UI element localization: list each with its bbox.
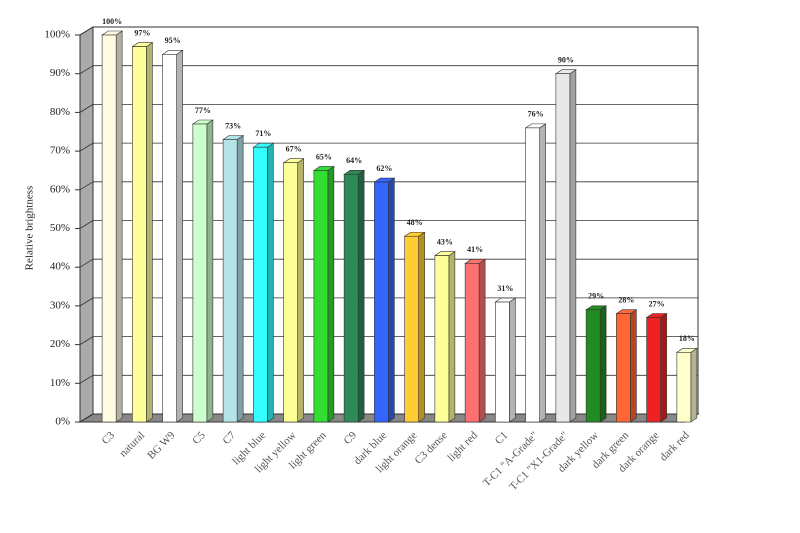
bar — [525, 127, 540, 423]
bar-side — [388, 177, 395, 423]
y-tick-label: 10% — [50, 377, 70, 389]
bar-side — [418, 231, 425, 423]
y-tick-label: 90% — [50, 67, 70, 79]
bar — [283, 162, 298, 423]
bar — [253, 146, 268, 423]
y-tick-label: 70% — [50, 145, 70, 157]
bar — [404, 235, 419, 423]
bar — [646, 317, 661, 423]
bar — [132, 46, 147, 423]
y-tick-label: 80% — [50, 106, 70, 118]
grid-line-side — [79, 65, 94, 75]
bar-side — [357, 169, 365, 423]
value-label: 18% — [679, 334, 695, 343]
bar-side — [478, 258, 486, 423]
y-tick-label: 100% — [44, 29, 70, 41]
bar-side — [660, 312, 667, 423]
bar — [495, 301, 510, 423]
bar-side — [599, 305, 607, 423]
value-label: 31% — [497, 284, 513, 293]
bar-side — [206, 119, 214, 423]
value-label: 65% — [316, 152, 332, 161]
x-tick-label: dark red — [658, 429, 693, 464]
y-tick-label: 60% — [50, 183, 70, 195]
y-tick-label: 0% — [55, 416, 70, 428]
grid-line-side — [79, 297, 94, 307]
grid-line-side — [79, 142, 94, 152]
bar-side — [146, 42, 153, 423]
value-label: 28% — [618, 295, 634, 304]
x-tick-label: light red — [445, 429, 480, 464]
y-tick-label: 50% — [50, 222, 70, 234]
bar — [374, 181, 389, 423]
bar — [343, 174, 359, 423]
grid-line-side — [79, 181, 94, 191]
bar-side — [115, 30, 123, 423]
y-tick-label: 40% — [50, 261, 70, 273]
x-tick-label: C9 — [341, 429, 359, 447]
y-tick-label: 20% — [50, 338, 70, 350]
grid-line-side — [79, 104, 94, 113]
bar-side — [448, 251, 456, 423]
bar — [192, 123, 208, 423]
grid-line-side — [79, 220, 94, 229]
value-label: 43% — [437, 237, 453, 246]
value-label: 76% — [528, 110, 544, 119]
value-label: 64% — [346, 156, 362, 165]
grid-line-side — [79, 374, 94, 384]
bar-side — [539, 123, 546, 423]
bar — [162, 54, 177, 423]
bar — [616, 313, 631, 423]
grid-line-side — [79, 26, 94, 36]
x-tick-label: C1 — [493, 429, 511, 447]
value-label: 97% — [134, 28, 150, 37]
value-label: 77% — [195, 106, 211, 115]
x-tick-label: BG W9 — [145, 429, 178, 462]
value-label: 95% — [165, 36, 181, 45]
x-tick-label: C3 dense — [413, 429, 450, 466]
grid-line-side — [79, 258, 94, 268]
value-label: 29% — [588, 292, 604, 301]
value-label: 90% — [558, 56, 574, 65]
grid-line-side — [79, 413, 94, 423]
value-label: 41% — [467, 245, 483, 254]
value-label: 67% — [286, 145, 302, 154]
bar — [313, 170, 329, 423]
bar — [222, 139, 238, 423]
value-label: 62% — [376, 164, 392, 173]
bar-side — [630, 309, 637, 423]
bar — [464, 263, 480, 423]
bar-side — [690, 347, 698, 423]
value-label: 48% — [407, 218, 423, 227]
bar-side — [569, 69, 577, 423]
bar-side — [267, 142, 274, 423]
grid-line-side — [79, 336, 94, 345]
bar-side — [327, 165, 335, 423]
value-label: 27% — [649, 299, 665, 308]
y-tick-label: 30% — [50, 299, 70, 311]
value-label: 73% — [225, 121, 241, 130]
bar-side — [176, 49, 183, 423]
x-tick-label: C7 — [220, 429, 238, 447]
x-tick-label: C3 — [99, 429, 117, 447]
bar-side — [297, 158, 304, 423]
bar — [101, 34, 117, 423]
bar — [555, 73, 571, 423]
value-label: 100% — [102, 17, 122, 26]
bar — [585, 309, 601, 423]
bar — [676, 352, 692, 423]
y-axis-label: Relative brightness — [24, 186, 36, 271]
x-tick-label: natural — [117, 429, 147, 459]
x-tick-label: C5 — [190, 429, 208, 447]
bar — [434, 255, 450, 423]
value-label: 71% — [255, 129, 271, 138]
bar-side — [236, 134, 244, 423]
bar-side — [509, 297, 516, 423]
